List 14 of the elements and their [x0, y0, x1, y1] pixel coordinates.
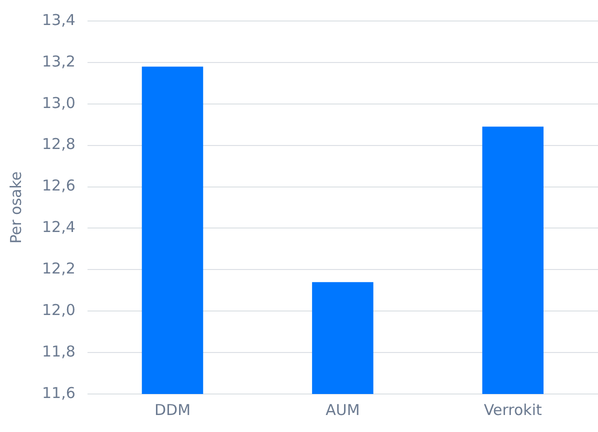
y-tick-label: 13,0	[42, 94, 76, 112]
y-tick-label: 12,8	[42, 135, 76, 154]
y-tick-label: 12,4	[42, 218, 76, 236]
y-tick-label: 13,2	[42, 52, 76, 70]
y-tick-label: 13,4	[42, 10, 76, 29]
y-tick-label: 12,0	[42, 301, 76, 319]
x-tick-label: AUM	[326, 400, 360, 419]
x-tick-label: Verrokit	[484, 400, 542, 419]
x-tick-label: DDM	[154, 400, 191, 419]
y-tick-label: 12,2	[42, 260, 76, 278]
y-tick-label: 11,6	[42, 384, 76, 402]
y-tick-label: 11,8	[42, 342, 76, 360]
y-axis-title: Per osake	[6, 171, 25, 244]
y-tick-label: 12,6	[42, 176, 76, 195]
